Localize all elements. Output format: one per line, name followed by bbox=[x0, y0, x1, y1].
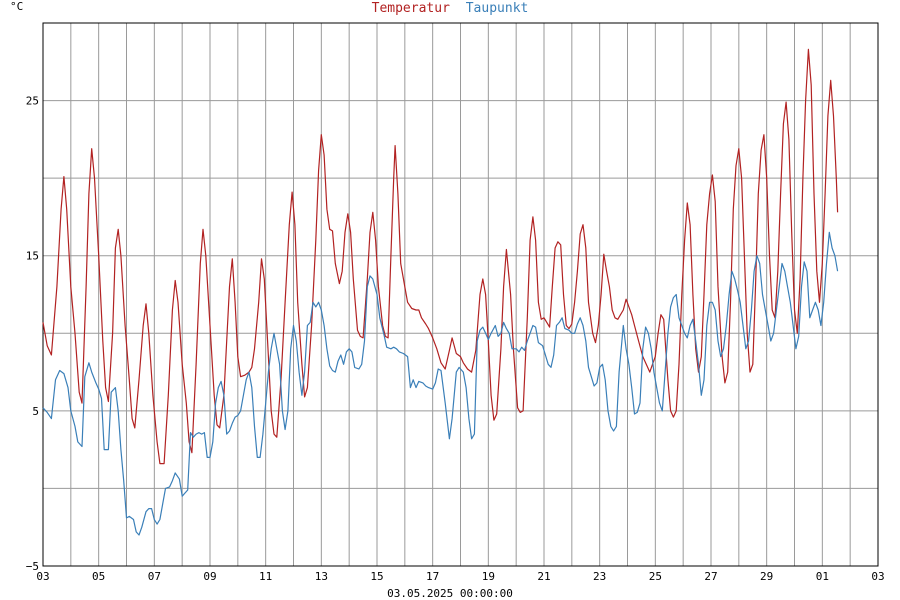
x-tick-label: 23 bbox=[593, 570, 606, 583]
y-tick-label: 5 bbox=[32, 405, 39, 418]
y-tick-label: 15 bbox=[26, 250, 39, 263]
series-layer bbox=[42, 48, 839, 536]
y-axis-ticks: −5 5 15 25 bbox=[26, 95, 39, 573]
y-unit-label: °C bbox=[10, 0, 23, 13]
series-line-temperatur bbox=[42, 48, 839, 465]
x-tick-label: 19 bbox=[482, 570, 495, 583]
x-tick-label: 05 bbox=[92, 570, 105, 583]
legend-temperatur: Temperatur bbox=[372, 1, 450, 16]
timestamp-footer: 03.05.2025 00:00:00 bbox=[387, 587, 513, 600]
legend-taupunkt: Taupunkt bbox=[466, 1, 529, 16]
series-line-taupunkt bbox=[42, 231, 839, 536]
y-tick-label: 25 bbox=[26, 95, 39, 108]
x-tick-label: 15 bbox=[370, 570, 383, 583]
x-tick-label: 27 bbox=[704, 570, 717, 583]
x-tick-label: 03 bbox=[36, 570, 49, 583]
plot-frame bbox=[42, 22, 879, 567]
x-tick-label: 25 bbox=[649, 570, 662, 583]
x-tick-label: 13 bbox=[315, 570, 328, 583]
y-tick-label: −5 bbox=[26, 560, 39, 573]
x-tick-label: 29 bbox=[760, 570, 773, 583]
legend: Temperatur Taupunkt bbox=[372, 1, 529, 16]
x-tick-label: 03 bbox=[871, 570, 884, 583]
x-tick-label: 01 bbox=[816, 570, 829, 583]
x-tick-label: 09 bbox=[203, 570, 216, 583]
x-tick-label: 07 bbox=[148, 570, 161, 583]
x-axis-ticks: 03 05 07 09 11 13 15 17 19 21 23 25 27 29 01 03 bbox=[36, 570, 884, 583]
x-tick-label: 11 bbox=[259, 570, 272, 583]
x-tick-label: 21 bbox=[537, 570, 550, 583]
x-tick-label: 17 bbox=[426, 570, 439, 583]
